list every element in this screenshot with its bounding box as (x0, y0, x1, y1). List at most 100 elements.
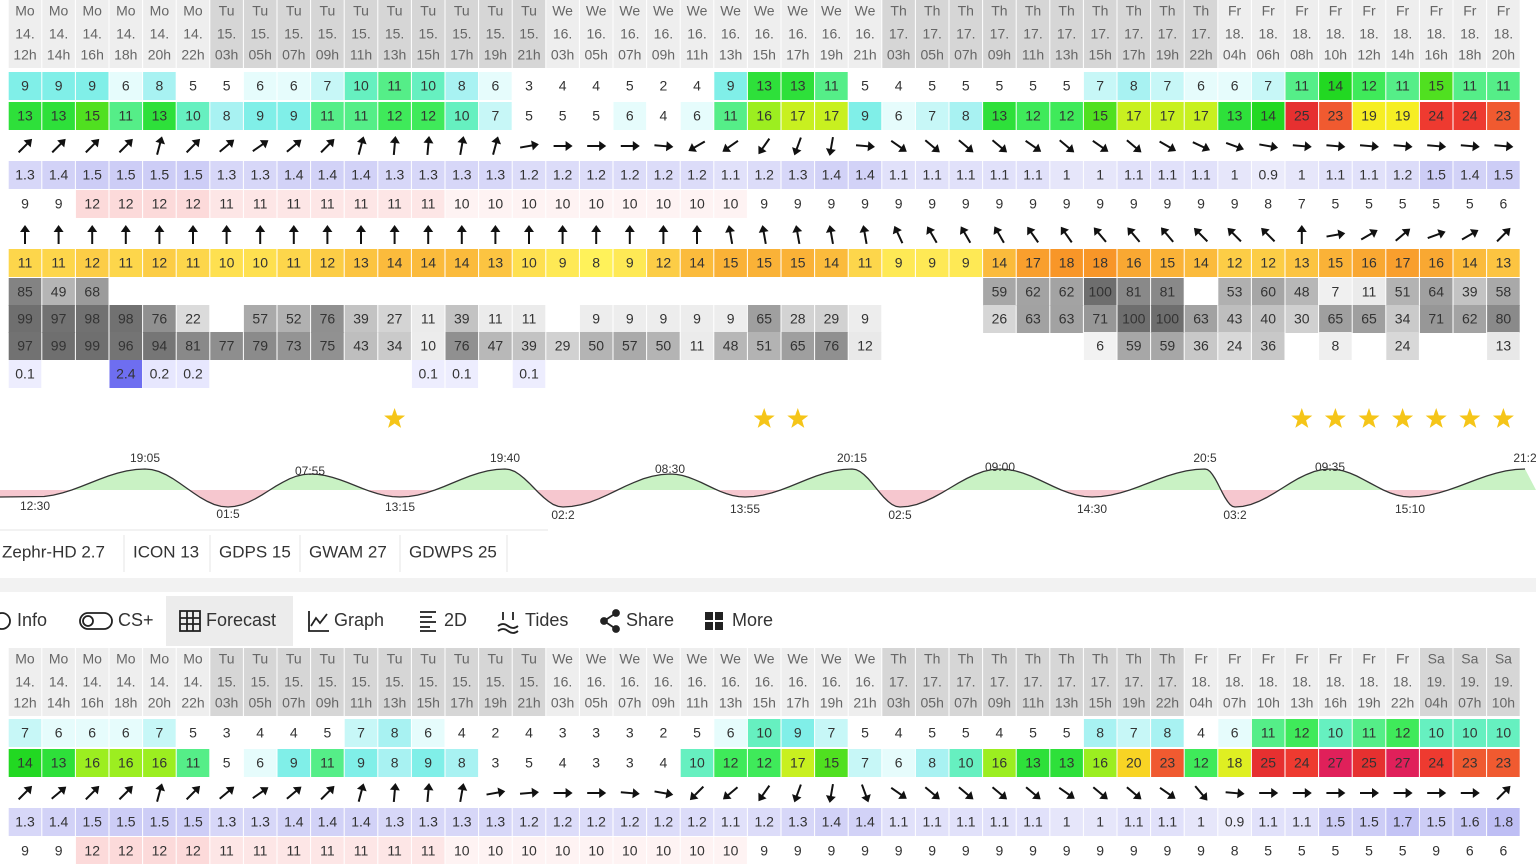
wind-arrow-shaft (1092, 140, 1105, 150)
cloud-high-value: 49 (51, 284, 67, 300)
wind-arrow-head (225, 786, 235, 795)
cloud-mid-value: 9 (592, 311, 600, 327)
period-value: 10 (521, 843, 537, 859)
gust-value: 8 (962, 108, 970, 124)
precip-value: 0.2 (183, 366, 203, 382)
day-label: Tu (420, 3, 436, 19)
gust-cell (277, 749, 311, 777)
header-cell (479, 0, 512, 68)
period-value: 5 (1399, 843, 1407, 859)
gust-cell (915, 749, 949, 777)
wind-arrow-shaft (185, 141, 198, 154)
wind-arrow-shaft (51, 141, 63, 154)
tide-time: 09:00 (985, 460, 1015, 474)
period-cell (848, 837, 882, 864)
wind-arrow (118, 138, 133, 154)
toolbar-button[interactable]: Info (17, 610, 47, 630)
wind-cell (579, 72, 613, 100)
header-cell (109, 0, 143, 68)
wind-arrow-shaft (156, 140, 162, 155)
toolbar-button[interactable]: CS+ (118, 610, 154, 630)
header-cell (1050, 0, 1083, 68)
hour-label: 06h (1257, 47, 1280, 63)
toolbar-button[interactable]: Forecast (206, 610, 276, 630)
hour-label: 04h (1223, 47, 1246, 63)
wind-value: 5 (189, 78, 197, 94)
wind-value: 5 (189, 725, 197, 741)
gust-value: 18 (1227, 755, 1243, 771)
day-label: Mo (183, 3, 203, 19)
wind-arrow (991, 786, 1008, 800)
cloud-mid-value: 65 (756, 311, 772, 327)
date-label: 16. (654, 674, 673, 690)
temp-cell (1251, 249, 1285, 277)
period-cell (1083, 837, 1117, 864)
gust-value: 10 (454, 108, 470, 124)
toolbar-button[interactable]: Graph (334, 610, 384, 630)
hour-label: 18h (114, 47, 137, 63)
toolbar-button[interactable]: 2D (444, 610, 467, 630)
wind-arrow-shaft (519, 144, 535, 149)
wind-arrow-head (1099, 791, 1108, 800)
cloud-low-value: 50 (588, 338, 604, 354)
hour-label: 09h (316, 695, 339, 711)
period-cell (546, 837, 579, 864)
wave-value: 1 (1298, 167, 1306, 183)
header-cell (848, 0, 882, 68)
wind-value: 8 (1130, 78, 1138, 94)
toolbar-button[interactable]: Tides (525, 610, 568, 630)
wind-value: 4 (559, 78, 567, 94)
wind-arrow-head (1405, 141, 1413, 152)
gust-cell (1319, 749, 1352, 777)
header-cell (1419, 648, 1453, 716)
period-cell (1453, 190, 1487, 218)
wave-arrow-head (1193, 227, 1203, 237)
wave-value: 1.8 (1494, 814, 1514, 830)
header-cell (445, 648, 479, 716)
header-cell (210, 0, 243, 68)
wave-arrow-head (1160, 227, 1170, 236)
wind-arrow-shaft (51, 789, 64, 800)
date-label: 14. (150, 26, 169, 42)
header-cell (512, 0, 546, 68)
wave-arrow (1496, 227, 1511, 243)
day-label: Fr (1228, 651, 1242, 667)
hour-label: 09h (988, 47, 1011, 63)
tide-time: 15:10 (1395, 502, 1425, 516)
wind-arrow-head (356, 136, 367, 145)
header-cell (243, 0, 277, 68)
wind-arrow-shaft (890, 140, 904, 150)
day-label: We (821, 651, 842, 667)
wave-arrow-shaft (1196, 230, 1209, 243)
wave-value: 1.5 (116, 167, 136, 183)
date-label: 15. (418, 26, 437, 42)
wave-value: 1.2 (620, 167, 640, 183)
cloud-mid-cell (1218, 305, 1251, 333)
wind-arrow-shaft (85, 788, 97, 801)
gust-value: 3 (492, 755, 500, 771)
temp-value: 17 (1025, 255, 1041, 271)
gust-value: 19 (1395, 108, 1411, 124)
model-name: ICON 13 (133, 542, 199, 561)
gust-cell (378, 102, 411, 130)
wind-arrow (1058, 787, 1075, 799)
toolbar-button[interactable]: Share (626, 610, 674, 630)
wave-arrow-head (1127, 227, 1136, 236)
wave-arrow (1261, 227, 1276, 243)
date-label: 17. (889, 674, 908, 690)
wind-value: 2 (492, 725, 500, 741)
cloud-mid-cell (512, 305, 546, 333)
toolbar-button[interactable]: More (732, 610, 773, 630)
wind-arrow-head (389, 136, 400, 144)
gust-cell (1419, 749, 1453, 777)
tide-time: 12:30 (20, 499, 50, 513)
cloud-high-value: 60 (1260, 284, 1276, 300)
period-value: 9 (1164, 843, 1172, 859)
wind-cell (747, 72, 781, 100)
cloud-low-cell (42, 332, 75, 360)
date-label: 17. (1124, 674, 1143, 690)
wind-arrow-head (259, 140, 269, 149)
wind-arrow-head (632, 788, 640, 799)
day-label: Th (1159, 3, 1175, 19)
cloud-mid-cell (815, 305, 848, 333)
